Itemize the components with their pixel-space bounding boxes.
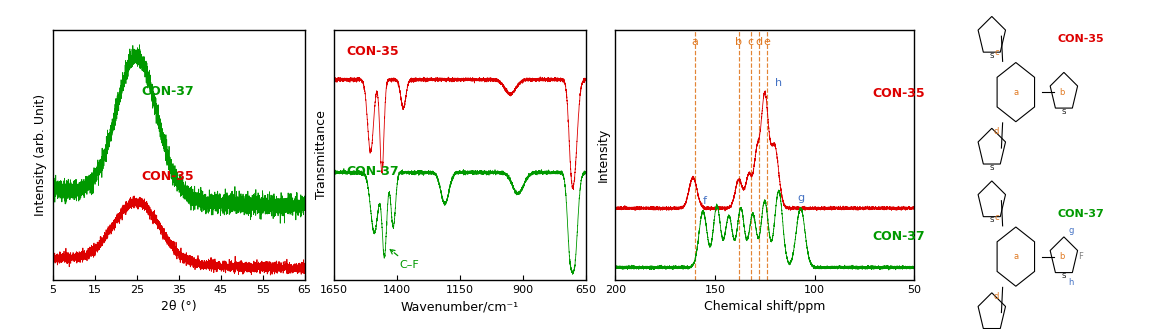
Text: c: c xyxy=(994,48,999,57)
Text: h: h xyxy=(775,78,782,88)
Text: g: g xyxy=(1069,226,1074,235)
Text: g: g xyxy=(797,193,804,203)
Text: f: f xyxy=(703,196,707,206)
Text: a: a xyxy=(1014,252,1018,261)
Text: e: e xyxy=(763,37,770,47)
Text: d: d xyxy=(994,291,1000,301)
Text: CON-37: CON-37 xyxy=(347,164,400,178)
Y-axis label: Intensity (arb. Unit): Intensity (arb. Unit) xyxy=(34,93,47,216)
Text: CON-37: CON-37 xyxy=(141,85,193,98)
Text: S: S xyxy=(989,165,994,171)
Text: S: S xyxy=(989,217,994,223)
Text: CON-37: CON-37 xyxy=(1057,209,1104,219)
Text: CON-35: CON-35 xyxy=(141,170,193,183)
Text: a: a xyxy=(691,37,699,47)
Text: C–F: C–F xyxy=(390,249,420,270)
Text: h: h xyxy=(1069,278,1074,288)
X-axis label: 2θ (°): 2θ (°) xyxy=(161,300,197,313)
Text: d: d xyxy=(994,127,1000,136)
Text: CON-37: CON-37 xyxy=(872,230,925,243)
Text: b: b xyxy=(735,37,742,47)
Text: c: c xyxy=(994,213,999,222)
X-axis label: Chemical shift/ppm: Chemical shift/ppm xyxy=(704,300,825,313)
Text: b: b xyxy=(1058,88,1064,97)
X-axis label: Wavenumber/cm⁻¹: Wavenumber/cm⁻¹ xyxy=(401,300,519,313)
Text: CON-35: CON-35 xyxy=(872,87,925,100)
Text: CON-35: CON-35 xyxy=(347,45,400,58)
Text: d: d xyxy=(755,37,762,47)
Text: CON-35: CON-35 xyxy=(1057,35,1104,44)
Text: S: S xyxy=(989,53,994,59)
Text: a: a xyxy=(1014,88,1018,97)
Y-axis label: Intensity: Intensity xyxy=(597,128,609,182)
Y-axis label: Transmittance: Transmittance xyxy=(315,110,328,199)
Text: F: F xyxy=(1078,252,1083,261)
Text: c: c xyxy=(748,37,754,47)
Text: b: b xyxy=(1058,252,1064,261)
Text: S: S xyxy=(1062,109,1067,115)
Text: S: S xyxy=(1062,273,1067,279)
